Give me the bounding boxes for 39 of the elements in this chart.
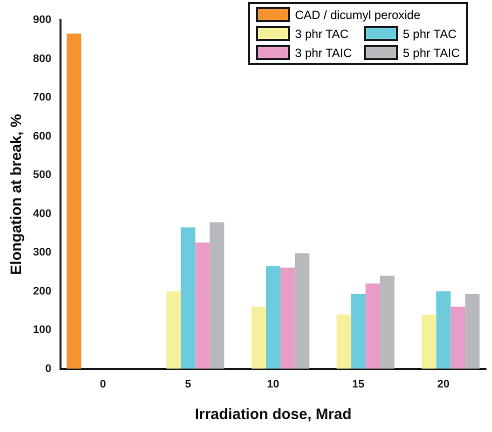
y-tick-label: 200 xyxy=(32,285,52,298)
bar xyxy=(195,242,210,369)
y-tick-label: 800 xyxy=(32,52,52,65)
y-tick-label: 300 xyxy=(32,246,52,259)
y-tick-label: 700 xyxy=(32,92,52,104)
y-tick-label: 0 xyxy=(45,362,52,375)
bar xyxy=(280,268,295,369)
bar xyxy=(465,294,480,369)
bar xyxy=(294,253,310,369)
y-tick-label: 600 xyxy=(32,130,52,142)
x-axis-title: Irradiation dose, Mrad xyxy=(194,406,352,424)
legend-label: 3 phr TAIC xyxy=(295,46,352,60)
legend-label: CAD / dicumyl peroxide xyxy=(295,8,420,22)
x-tick-label: 20 xyxy=(437,378,450,390)
y-tick-label: 400 xyxy=(32,208,52,220)
bar xyxy=(336,314,352,369)
x-tick-label: 5 xyxy=(184,378,192,390)
legend-label: 5 phr TAIC xyxy=(402,46,460,60)
bar xyxy=(66,34,82,369)
bar xyxy=(450,306,466,369)
y-tick-label: 100 xyxy=(32,324,52,336)
bar xyxy=(266,266,280,369)
bar xyxy=(436,291,451,369)
bar xyxy=(366,284,380,369)
y-tick-label: 500 xyxy=(32,169,52,182)
bar xyxy=(422,314,436,369)
x-tick-label: 10 xyxy=(267,378,280,390)
legend-label: 5 phr TAC xyxy=(402,26,456,40)
bar xyxy=(351,294,366,369)
bar xyxy=(166,291,181,369)
bar xyxy=(380,276,394,369)
x-tick-label: 15 xyxy=(352,378,364,390)
bar xyxy=(251,306,266,369)
bar xyxy=(210,222,224,369)
y-axis-title: Elongation at break, % xyxy=(8,114,26,275)
y-tick-label: 900 xyxy=(32,14,52,26)
bar xyxy=(180,227,196,369)
legend-label: 3 phr TAC xyxy=(295,26,349,40)
x-tick-label: 0 xyxy=(100,378,106,390)
